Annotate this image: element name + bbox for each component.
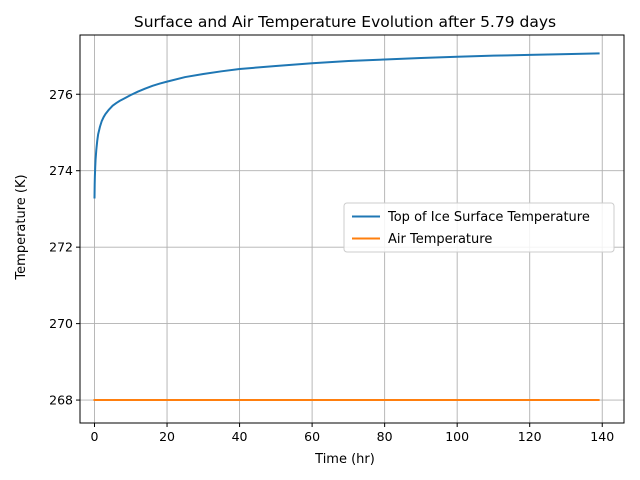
x-tick-label: 20 bbox=[159, 429, 175, 444]
legend-box bbox=[343, 202, 615, 253]
x-tick-label: 40 bbox=[232, 429, 248, 444]
x-tick-label: 60 bbox=[304, 429, 320, 444]
y-tick-label: 274 bbox=[49, 163, 73, 178]
y-tick-label: 270 bbox=[49, 316, 73, 331]
x-tick-label: 120 bbox=[518, 429, 542, 444]
ticks: 0 20 40 60 80 100 120 140 268 270 272 274 276 bbox=[49, 87, 614, 444]
y-tick-label: 268 bbox=[49, 393, 73, 408]
y-axis-label: Temperature (K) bbox=[14, 174, 29, 280]
y-tick-label: 272 bbox=[49, 240, 73, 255]
legend-label-air: Air Temperature bbox=[388, 232, 492, 247]
x-tick-label: 140 bbox=[590, 429, 614, 444]
x-tick-label: 80 bbox=[377, 429, 393, 444]
y-tick-label: 276 bbox=[49, 87, 73, 102]
series-line-surface-temperature bbox=[93, 52, 600, 199]
series bbox=[93, 52, 600, 402]
legend-label-surface: Top of Ice Surface Temperature bbox=[387, 210, 590, 225]
legend: Top of Ice Surface Temperature Air Tempe… bbox=[343, 202, 615, 253]
chart-title: Surface and Air Temperature Evolution af… bbox=[134, 13, 556, 31]
x-axis-label: Time (hr) bbox=[314, 452, 375, 467]
plot-frame bbox=[79, 34, 625, 424]
x-tick-label: 0 bbox=[91, 429, 99, 444]
x-tick-label: 100 bbox=[445, 429, 469, 444]
